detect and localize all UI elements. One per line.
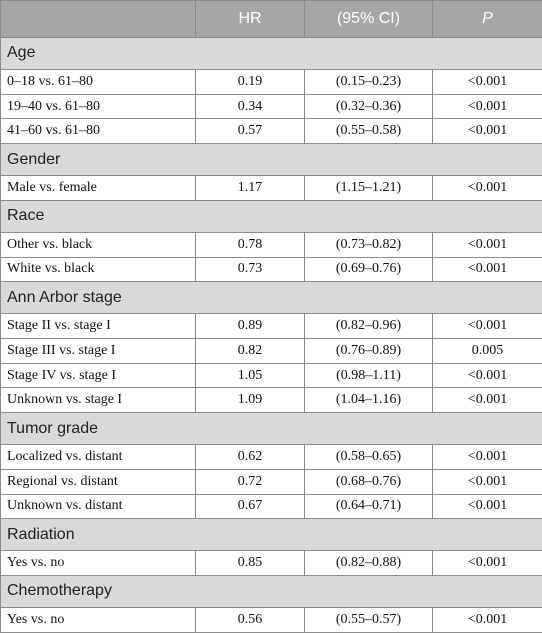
data-cell: 0.67: [195, 493, 305, 520]
data-cell: <0.001: [432, 68, 542, 95]
data-row: 0–18 vs. 61–80 0.19 (0.15–0.23) <0.001: [0, 68, 542, 95]
section-row: Tumor grade: [0, 412, 542, 446]
row-label: 19–40 vs. 61–80: [0, 93, 196, 120]
header-cell: P: [432, 0, 542, 38]
row-label: White vs. black: [0, 256, 196, 283]
data-cell: <0.001: [432, 493, 542, 520]
row-label: Regional vs. distant: [0, 468, 196, 495]
data-cell: (0.76–0.89): [304, 337, 433, 364]
header-cell: [0, 0, 196, 38]
data-cell: (0.68–0.76): [304, 468, 433, 495]
data-cell: <0.001: [432, 362, 542, 389]
row-label: Unknown vs. distant: [0, 493, 196, 520]
section-title: Age: [0, 37, 542, 70]
data-cell: 1.09: [195, 387, 305, 414]
row-label: 41–60 vs. 61–80: [0, 118, 196, 145]
data-cell: <0.001: [432, 387, 542, 414]
data-cell: (0.55–0.57): [304, 606, 433, 633]
data-cell: 0.62: [195, 444, 305, 470]
data-row: Stage II vs. stage I 0.89 (0.82–0.96) <0.00…: [0, 313, 542, 339]
section-title: Ann Arbor stage: [0, 281, 542, 315]
data-row: Unknown vs. distant 0.67 (0.64–0.71) <0.001: [0, 493, 542, 520]
section-title: Radiation: [0, 518, 542, 552]
row-label: Localized vs. distant: [0, 444, 196, 470]
section-row: Race: [0, 199, 542, 233]
data-row: 19–40 vs. 61–80 0.34 (0.32–0.36) <0.001: [0, 93, 542, 120]
data-cell: <0.001: [432, 93, 542, 120]
data-cell: (1.15–1.21): [304, 175, 433, 201]
data-cell: (1.04–1.16): [304, 387, 433, 414]
data-cell: <0.001: [432, 256, 542, 283]
data-cell: (0.55–0.58): [304, 118, 433, 145]
data-cell: 0.56: [195, 606, 305, 633]
row-label: Male vs. female: [0, 175, 196, 201]
data-cell: (0.58–0.65): [304, 444, 433, 470]
data-cell: 0.78: [195, 231, 305, 258]
data-cell: <0.001: [432, 550, 542, 576]
data-cell: 0.19: [195, 68, 305, 95]
row-label: Other vs. black: [0, 231, 196, 258]
data-row: Regional vs. distant 0.72 (0.68–0.76) <0.00…: [0, 468, 542, 495]
section-title: Gender: [0, 143, 542, 177]
data-cell: (0.69–0.76): [304, 256, 433, 283]
section-row: Chemotherapy: [0, 575, 542, 608]
section-row: Ann Arbor stage: [0, 281, 542, 315]
data-cell: <0.001: [432, 231, 542, 258]
header-cell: (95% CI): [304, 0, 433, 38]
data-cell: (0.98–1.11): [304, 362, 433, 389]
data-cell: (0.64–0.71): [304, 493, 433, 520]
data-cell: <0.001: [432, 468, 542, 495]
data-cell: 0.34: [195, 93, 305, 120]
data-cell: <0.001: [432, 606, 542, 633]
section-row: Gender: [0, 143, 542, 177]
table-body: Age 0–18 vs. 61–80 0.19 (0.15–0.23) <0.001 19…: [0, 37, 542, 633]
header-cell: HR: [195, 0, 305, 38]
data-row: Stage IV vs. stage I 1.05 (0.98–1.11) <0.00…: [0, 362, 542, 389]
section-row: Age: [0, 37, 542, 70]
data-cell: (0.32–0.36): [304, 93, 433, 120]
data-row: Male vs. female 1.17 (1.15–1.21) <0.001: [0, 175, 542, 201]
section-row: Radiation: [0, 518, 542, 552]
data-cell: <0.001: [432, 175, 542, 201]
row-label: Yes vs. no: [0, 550, 196, 576]
data-cell: 0.89: [195, 313, 305, 339]
data-row: Yes vs. no 0.56 (0.55–0.57) <0.001: [0, 606, 542, 633]
data-cell: 0.72: [195, 468, 305, 495]
row-label: Stage II vs. stage I: [0, 313, 196, 339]
data-cell: (0.82–0.88): [304, 550, 433, 576]
section-title: Race: [0, 199, 542, 233]
data-cell: <0.001: [432, 118, 542, 145]
data-row: 41–60 vs. 61–80 0.57 (0.55–0.58) <0.001: [0, 118, 542, 145]
data-cell: (0.15–0.23): [304, 68, 433, 95]
row-label: Yes vs. no: [0, 606, 196, 633]
data-cell: 0.85: [195, 550, 305, 576]
data-cell: 1.05: [195, 362, 305, 389]
data-cell: (0.73–0.82): [304, 231, 433, 258]
data-cell: 0.82: [195, 337, 305, 364]
data-cell: 0.73: [195, 256, 305, 283]
data-row: White vs. black 0.73 (0.69–0.76) <0.001: [0, 256, 542, 283]
section-title: Tumor grade: [0, 412, 542, 446]
section-title: Chemotherapy: [0, 575, 542, 608]
header-row: HR (95% CI) P: [0, 0, 542, 38]
row-label: Stage III vs. stage I: [0, 337, 196, 364]
data-row: Stage III vs. stage I 0.82 (0.76–0.89) 0.00…: [0, 337, 542, 364]
data-row: Other vs. black 0.78 (0.73–0.82) <0.001: [0, 231, 542, 258]
data-cell: (0.82–0.96): [304, 313, 433, 339]
data-cell: 0.57: [195, 118, 305, 145]
data-cell: <0.001: [432, 444, 542, 470]
data-row: Yes vs. no 0.85 (0.82–0.88) <0.001: [0, 550, 542, 576]
row-label: 0–18 vs. 61–80: [0, 68, 196, 95]
data-cell: <0.001: [432, 313, 542, 339]
data-row: Localized vs. distant 0.62 (0.58–0.65) <0.0…: [0, 444, 542, 470]
row-label: Stage IV vs. stage I: [0, 362, 196, 389]
data-cell: 0.005: [432, 337, 542, 364]
data-row: Unknown vs. stage I 1.09 (1.04–1.16) <0.001: [0, 387, 542, 414]
row-label: Unknown vs. stage I: [0, 387, 196, 414]
data-cell: 1.17: [195, 175, 305, 201]
